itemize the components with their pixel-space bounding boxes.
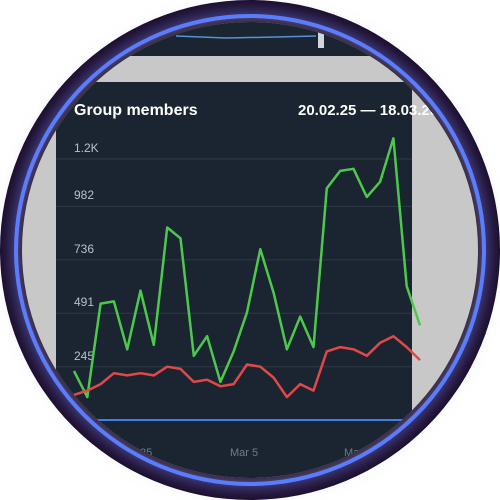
share-icon[interactable] <box>334 462 354 478</box>
y-tick-label: 245 <box>74 348 95 363</box>
bar-chart-icon[interactable] <box>132 462 152 478</box>
chart-title: Group members <box>74 102 198 119</box>
range-handle[interactable] <box>318 24 324 48</box>
series-line-red[interactable] <box>73 334 421 399</box>
grid-lines <box>56 158 412 368</box>
y-tick-label: 982 <box>74 188 95 203</box>
y-tick-label: 1.2K <box>74 141 99 155</box>
y-tick-label: 491 <box>74 295 95 310</box>
mini-chart-line <box>175 35 317 39</box>
x-tick-label: Mar 5 <box>230 447 259 459</box>
circular-viewport: Group members 20.02.25 — 18.03.25 1.2K 98… <box>22 22 478 478</box>
mini-chart-svg <box>175 24 324 48</box>
line-chart <box>56 137 422 421</box>
series-line-green[interactable] <box>72 137 422 399</box>
x-tick-label: Mar 12 <box>344 447 379 459</box>
date-range[interactable]: 20.02.25 — 18.03.25 <box>298 102 439 119</box>
x-tick-label: Feb 25 <box>118 447 153 459</box>
bottom-bar <box>22 442 478 478</box>
top-mini-chart <box>56 22 412 56</box>
series-group <box>72 137 422 399</box>
y-tick-label: 736 <box>74 241 95 256</box>
